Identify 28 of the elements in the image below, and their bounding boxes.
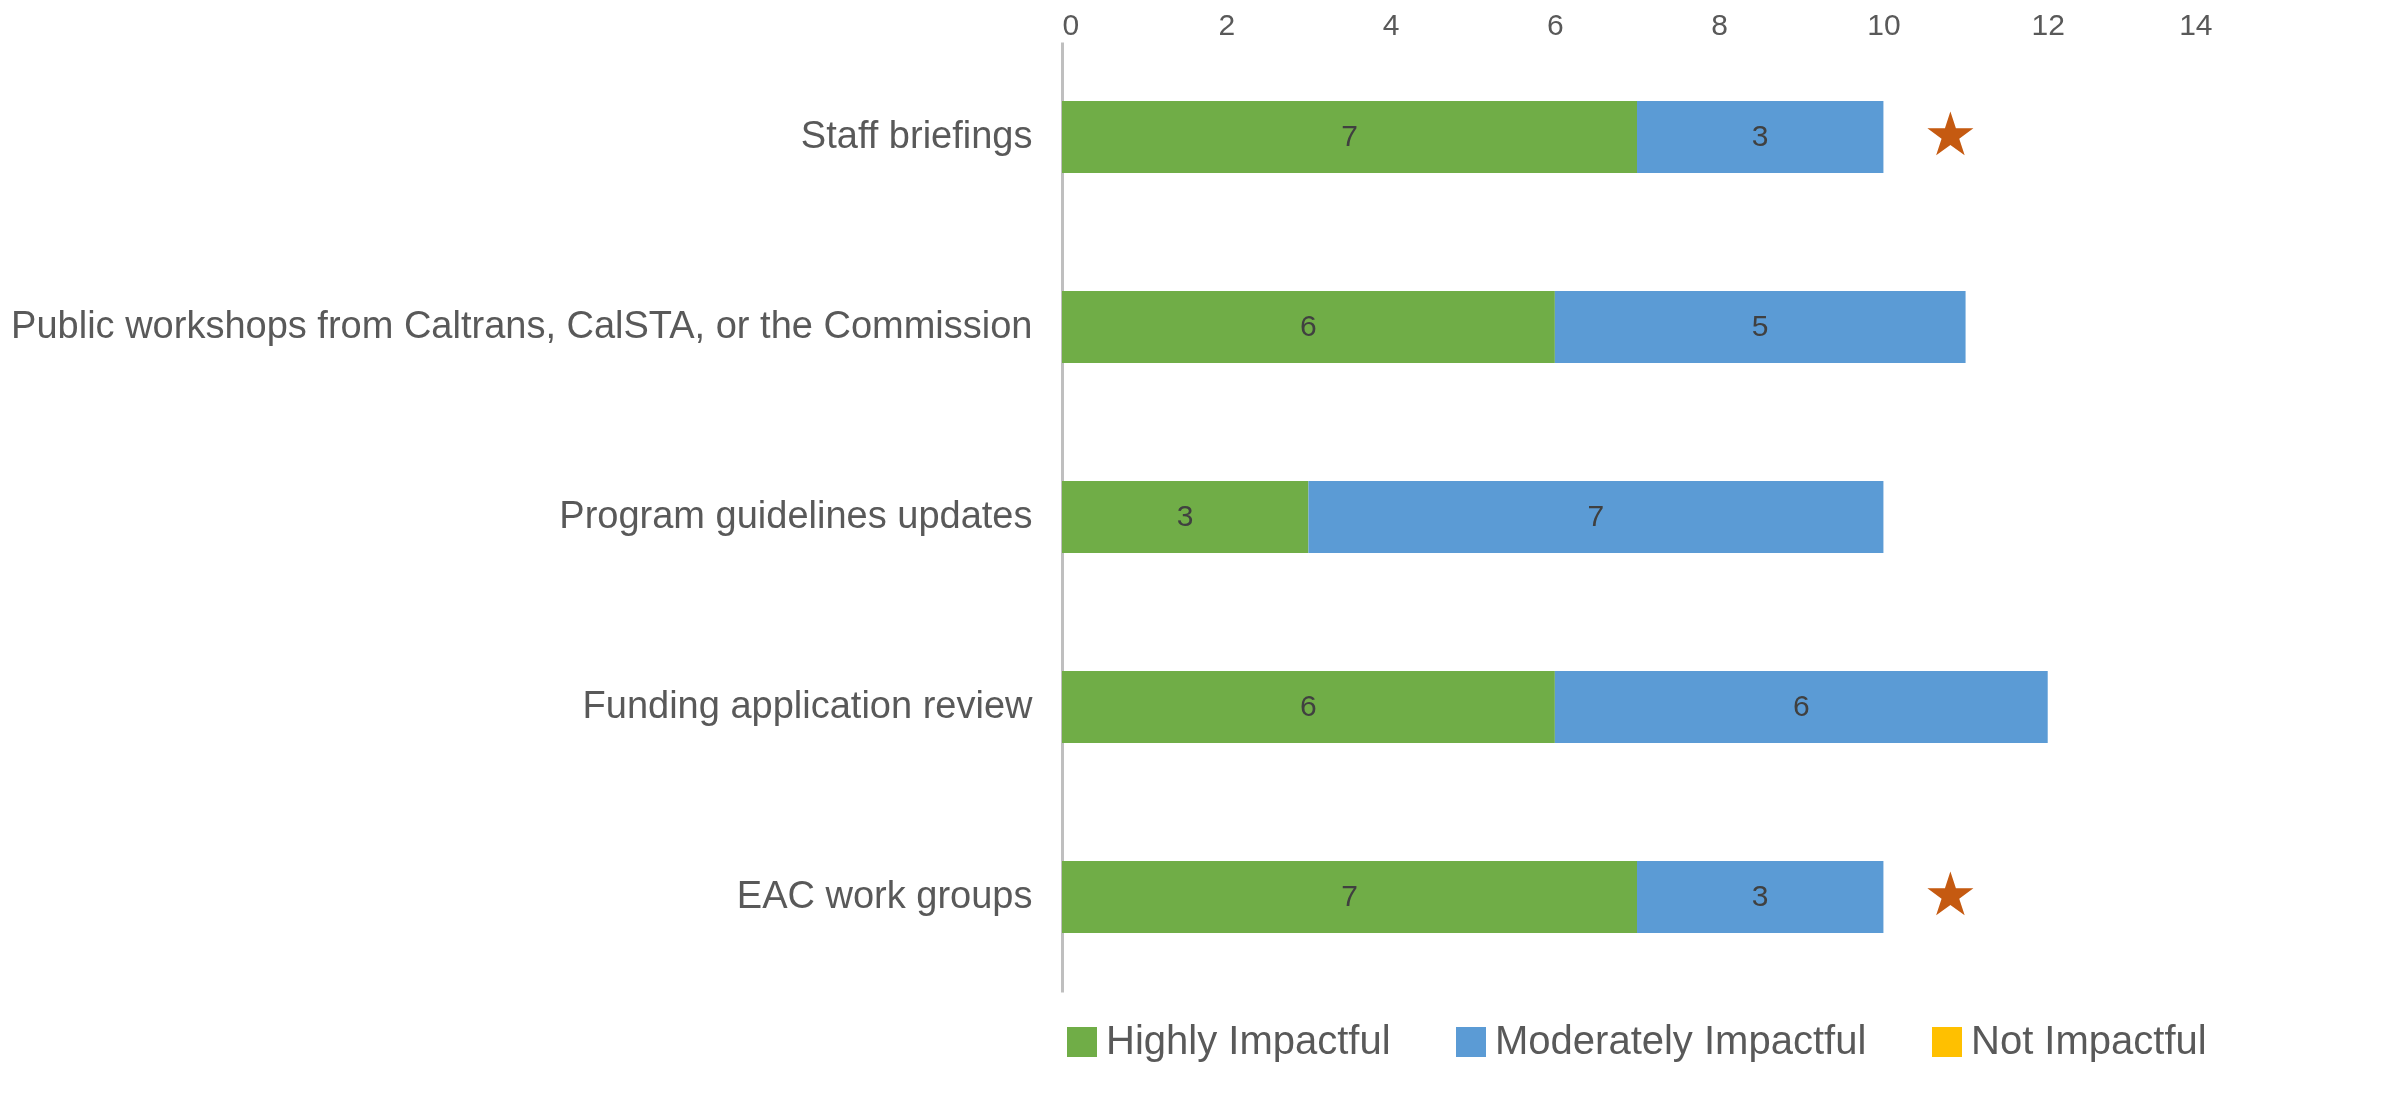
data-label: 5 [1751, 309, 1769, 342]
data-label: 3 [1751, 879, 1769, 912]
annotation: ★ [1923, 859, 1978, 929]
x-tick-label: 8 [1711, 7, 1728, 41]
x-tick-label: 10 [1867, 7, 1901, 41]
data-label: 6 [1300, 689, 1317, 722]
y-tick-label: Staff briefings [800, 114, 1033, 156]
data-label: 7 [1341, 119, 1358, 152]
legend-label: Highly Impactful [1106, 1018, 1391, 1062]
x-tick-label: 14 [2179, 7, 2213, 41]
annotation: ★ [1923, 99, 1978, 169]
legend-label: Moderately Impactful [1495, 1018, 1867, 1062]
data-label: 3 [1751, 119, 1769, 152]
data-label: 6 [1300, 309, 1317, 342]
data-label: 7 [1341, 879, 1358, 912]
x-tick-label: 12 [2031, 7, 2065, 41]
x-tick-label: 0 [1062, 7, 1080, 41]
y-tick-label: Public workshops from Caltrans, CalSTA, or the Commission [11, 304, 1033, 346]
x-tick-label: 6 [1547, 7, 1564, 41]
x-tick-label: 2 [1218, 7, 1236, 41]
y-tick-label: Funding application review [582, 684, 1034, 726]
legend-label: Not Impactful [1971, 1018, 2207, 1062]
y-tick-label: Program guidelines updates [559, 494, 1033, 536]
data-label: 6 [1792, 689, 1810, 722]
data-label: 7 [1587, 499, 1605, 532]
x-tick-label: 4 [1382, 7, 1400, 41]
data-label: 3 [1176, 499, 1194, 532]
y-tick-label: EAC work groups [736, 874, 1033, 916]
